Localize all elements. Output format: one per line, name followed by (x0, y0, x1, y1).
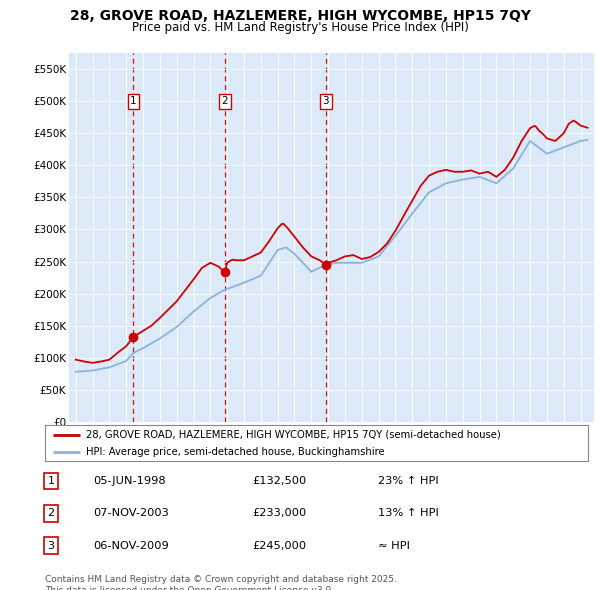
Text: 05-JUN-1998: 05-JUN-1998 (93, 476, 166, 486)
Text: 13% ↑ HPI: 13% ↑ HPI (378, 509, 439, 518)
Text: 23% ↑ HPI: 23% ↑ HPI (378, 476, 439, 486)
Text: 2: 2 (47, 509, 55, 518)
Text: 06-NOV-2009: 06-NOV-2009 (93, 541, 169, 550)
Text: ≈ HPI: ≈ HPI (378, 541, 410, 550)
Text: 2: 2 (221, 96, 228, 106)
Text: £132,500: £132,500 (252, 476, 306, 486)
Text: HPI: Average price, semi-detached house, Buckinghamshire: HPI: Average price, semi-detached house,… (86, 447, 385, 457)
Text: £233,000: £233,000 (252, 509, 306, 518)
Text: 28, GROVE ROAD, HAZLEMERE, HIGH WYCOMBE, HP15 7QY (semi-detached house): 28, GROVE ROAD, HAZLEMERE, HIGH WYCOMBE,… (86, 430, 500, 440)
Text: 28, GROVE ROAD, HAZLEMERE, HIGH WYCOMBE, HP15 7QY: 28, GROVE ROAD, HAZLEMERE, HIGH WYCOMBE,… (70, 9, 530, 23)
Text: Contains HM Land Registry data © Crown copyright and database right 2025.
This d: Contains HM Land Registry data © Crown c… (45, 575, 397, 590)
Text: 3: 3 (322, 96, 329, 106)
Text: 3: 3 (47, 541, 55, 550)
Text: 1: 1 (130, 96, 137, 106)
Text: 07-NOV-2003: 07-NOV-2003 (93, 509, 169, 518)
Text: £245,000: £245,000 (252, 541, 306, 550)
Text: Price paid vs. HM Land Registry's House Price Index (HPI): Price paid vs. HM Land Registry's House … (131, 21, 469, 34)
Text: 1: 1 (47, 476, 55, 486)
